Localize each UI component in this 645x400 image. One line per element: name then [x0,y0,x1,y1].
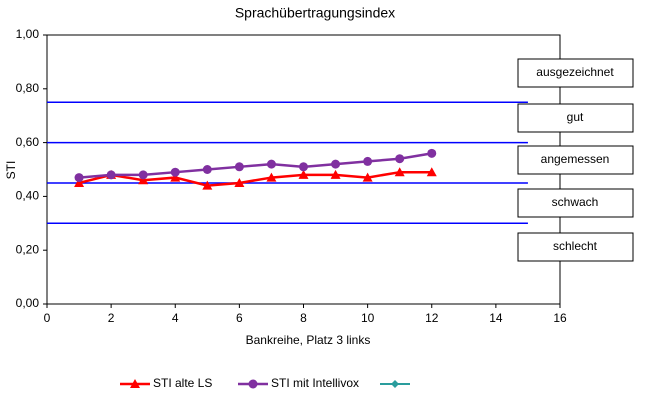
point [170,172,181,182]
rating-label: schwach [552,195,599,209]
point [106,170,116,180]
point [363,156,373,166]
point [202,180,213,190]
point [395,154,405,164]
point [170,167,180,177]
point [74,173,84,183]
series-line [78,152,432,179]
x-tick-label: 12 [425,311,439,325]
x-axis-label: Bankreihe, Platz 3 links [246,333,371,347]
point [202,165,212,174]
y-tick-label: 0,40 [16,189,40,203]
point [330,169,341,179]
rating-box [517,103,634,133]
x-tick-label: 8 [300,311,307,325]
y-axis-label: STI [4,161,18,180]
x-tick-label: 14 [489,311,503,325]
x-tick-label: 10 [361,311,375,325]
rating-box [517,232,634,262]
rating-box [517,145,634,175]
x-tick-label: 6 [236,311,243,325]
point [331,159,341,169]
point [298,169,309,179]
legend-marker [391,380,399,388]
rating-label: angemessen [541,152,610,166]
point [138,175,149,185]
series-line [78,170,432,187]
x-tick-label: 16 [553,311,567,325]
point [299,162,308,172]
rating-box [517,58,634,88]
point [362,172,373,182]
x-tick-label: 2 [108,311,115,325]
y-tick-label: 1,00 [16,27,40,41]
rating-label: gut [567,110,584,124]
point [266,172,277,182]
chart-title: Sprachübertragungsindex [235,5,395,21]
point [234,162,244,172]
y-tick-label: 0,00 [16,296,40,310]
rating-box [517,188,634,218]
y-tick-label: 0,20 [16,242,40,256]
point [426,167,437,177]
y-tick-label: 0,60 [16,135,40,149]
point [74,177,85,187]
x-tick-label: 0 [44,311,51,325]
x-tick-label: 4 [172,311,179,325]
legend-marker [130,379,140,388]
point [138,170,148,180]
rating-label: ausgezeichnet [536,65,614,79]
y-tick-label: 0,80 [16,81,40,95]
legend-label: STI alte LS [153,376,212,390]
point [266,159,276,169]
rating-label: schlecht [553,239,598,253]
point [394,167,405,177]
legend-marker [248,379,258,389]
point [234,177,245,187]
legend-label: STI mit Intellivox [271,376,359,390]
point [427,148,437,158]
